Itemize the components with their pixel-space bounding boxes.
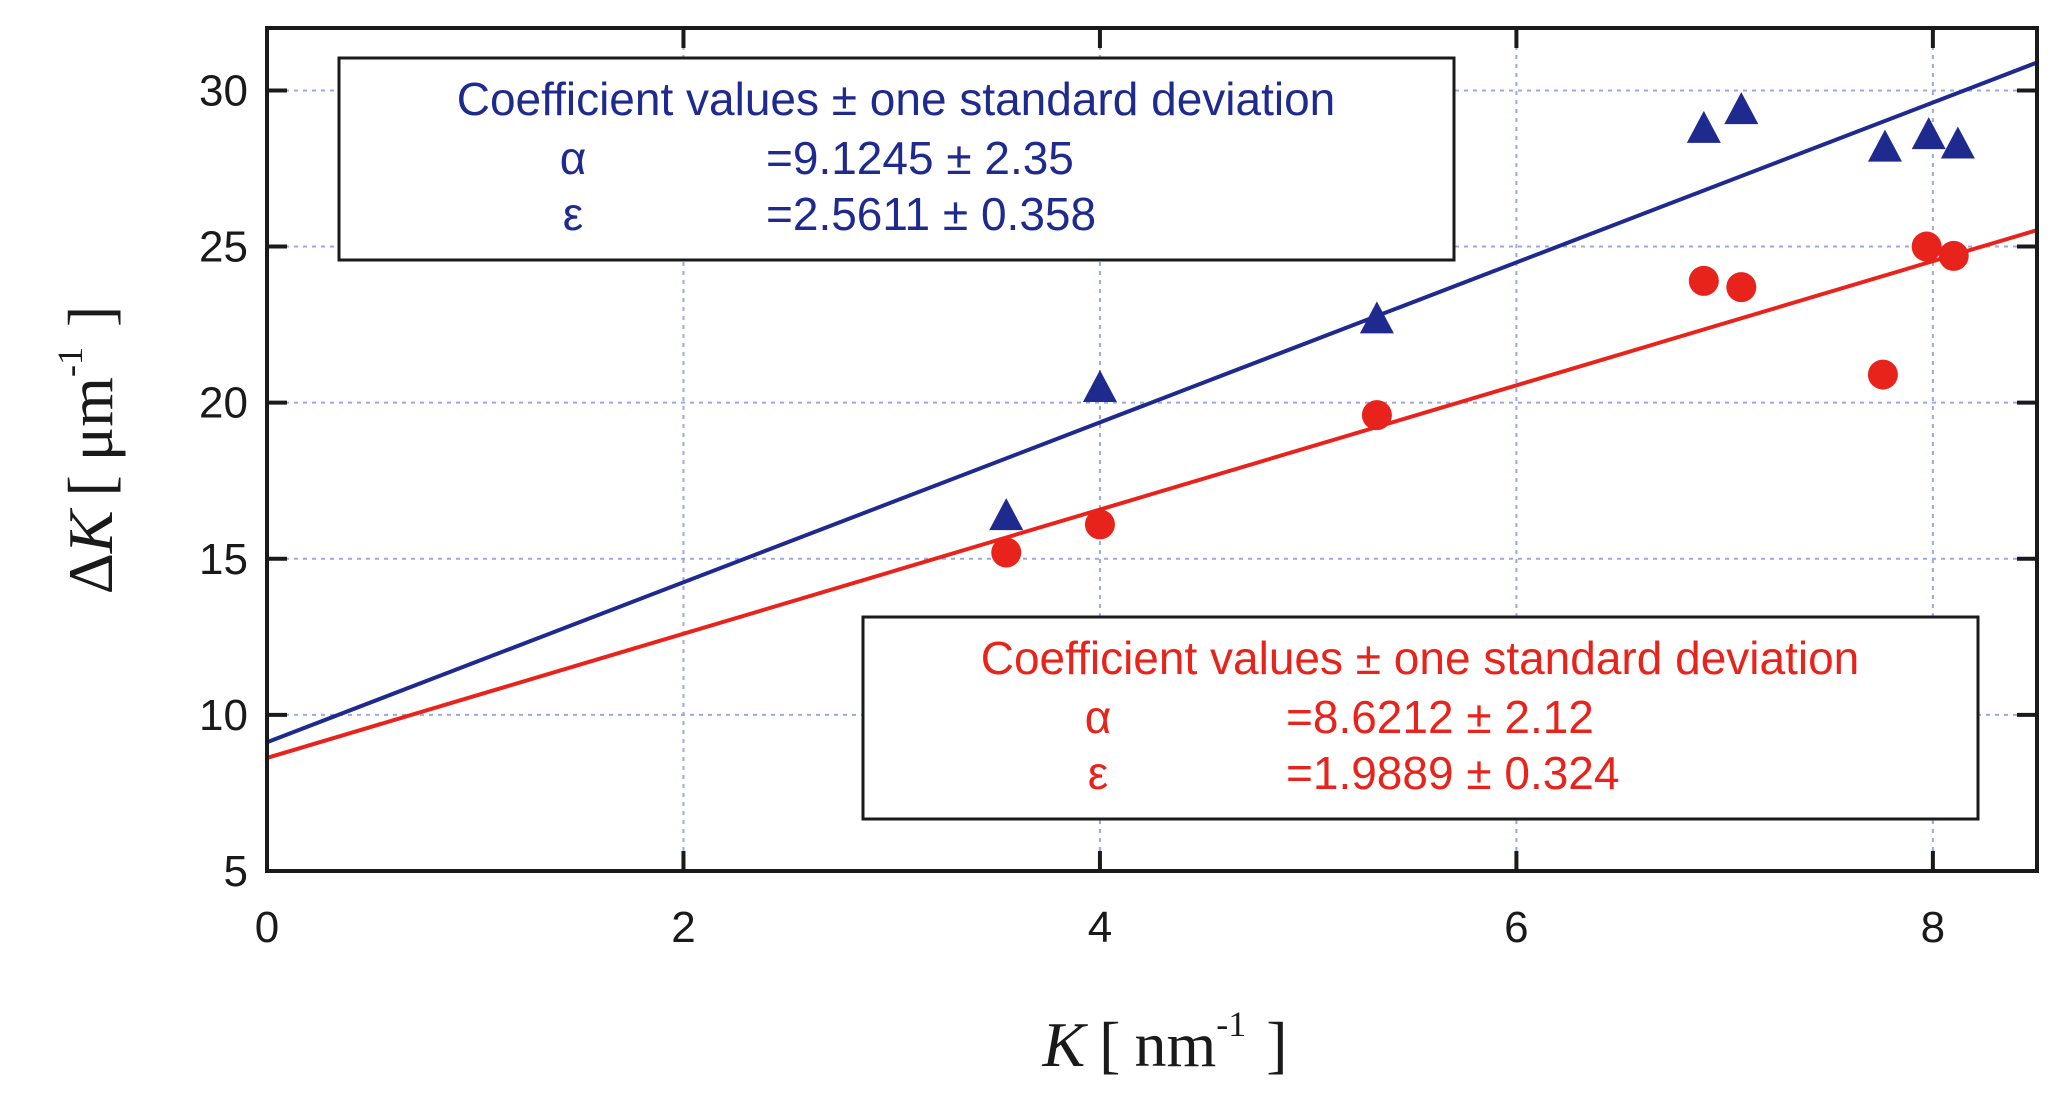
x-axis-title: K[nm-1]: [1041, 1004, 1287, 1080]
x-tick-label: 4: [1088, 903, 1112, 952]
blue-fit-line: [266, 60, 2038, 745]
red-circle-point: [1688, 265, 1719, 296]
red-circle-point: [1867, 359, 1898, 390]
red-coefficient-title: Coefficient values ± one standard deviat…: [981, 632, 1860, 684]
blue-epsilon-label: ε: [563, 188, 584, 240]
blue-coefficient-title: Coefficient values ± one standard deviat…: [457, 73, 1336, 125]
y-tick-label: 15: [199, 535, 248, 584]
blue-coefficient-box: Coefficient values ± one standard deviat…: [337, 56, 1456, 262]
fit-lines: [266, 60, 2038, 760]
y-axis-unit: μm: [55, 377, 126, 461]
plot-frame: [265, 26, 2039, 873]
x-axis-unit: nm: [1134, 1009, 1216, 1080]
y-tick-label: 5: [224, 847, 248, 896]
y-tick-label: 30: [199, 66, 248, 115]
y-axis-close-bracket: ]: [55, 306, 126, 327]
red-fit-line: [266, 228, 2038, 760]
x-tick-label: 0: [255, 903, 279, 952]
red-circle-point: [1938, 240, 1969, 271]
red-circle-point: [1084, 509, 1115, 540]
x-axis-close-bracket: ]: [1266, 1009, 1287, 1080]
blue-alpha-value: =9.1245 ± 2.35: [766, 132, 1074, 184]
red-coefficient-box-frame: [861, 615, 1980, 821]
y-axis-unit-superscript: -1: [50, 347, 90, 377]
y-axis-delta: Δ: [55, 553, 126, 594]
data-points: [989, 92, 1975, 568]
red-alpha-value: =8.6212 ± 2.12: [1286, 691, 1594, 743]
blue-coefficient-box-frame: [337, 56, 1456, 262]
red-circle-point: [1726, 272, 1757, 303]
red-epsilon-value: =1.9889 ± 0.324: [1286, 747, 1619, 799]
y-axis-symbol: K: [55, 507, 126, 554]
y-axis-open-bracket: [: [55, 475, 126, 496]
blue-triangle-point: [1359, 301, 1394, 334]
x-tick-label: 8: [1921, 903, 1945, 952]
x-tick-label: 2: [671, 903, 695, 952]
blue-triangle-point: [1867, 129, 1902, 162]
blue-triangle-point: [1724, 92, 1759, 125]
y-tick-label: 25: [199, 223, 248, 272]
tick-labels: 0 2 4 6 8 5 10 15 20 25 30: [199, 66, 1945, 952]
red-circle-point: [1911, 231, 1942, 262]
blue-epsilon-value: =2.5611 ± 0.358: [766, 188, 1096, 240]
y-tick-label: 10: [199, 691, 248, 740]
red-alpha-label: α: [1085, 691, 1112, 743]
x-axis-open-bracket: [: [1099, 1009, 1120, 1080]
red-epsilon-label: ε: [1088, 747, 1109, 799]
blue-triangle-point: [1911, 117, 1946, 150]
blue-triangle-point: [1940, 126, 1975, 159]
y-axis-title: ΔK [ μm-1]: [50, 306, 126, 595]
y-tick-label: 20: [199, 379, 248, 428]
red-circle-point: [991, 537, 1022, 568]
blue-triangle-point: [1686, 110, 1721, 143]
red-circle-point: [1361, 400, 1392, 431]
red-coefficient-box: Coefficient values ± one standard deviat…: [861, 615, 1980, 821]
blue-triangle-point: [989, 498, 1024, 531]
blue-alpha-label: α: [560, 132, 587, 184]
x-tick-label: 6: [1504, 903, 1528, 952]
x-axis-symbol: K: [1041, 1009, 1088, 1080]
blue-triangle-point: [1082, 370, 1117, 403]
x-axis-unit-superscript: -1: [1216, 1004, 1246, 1044]
